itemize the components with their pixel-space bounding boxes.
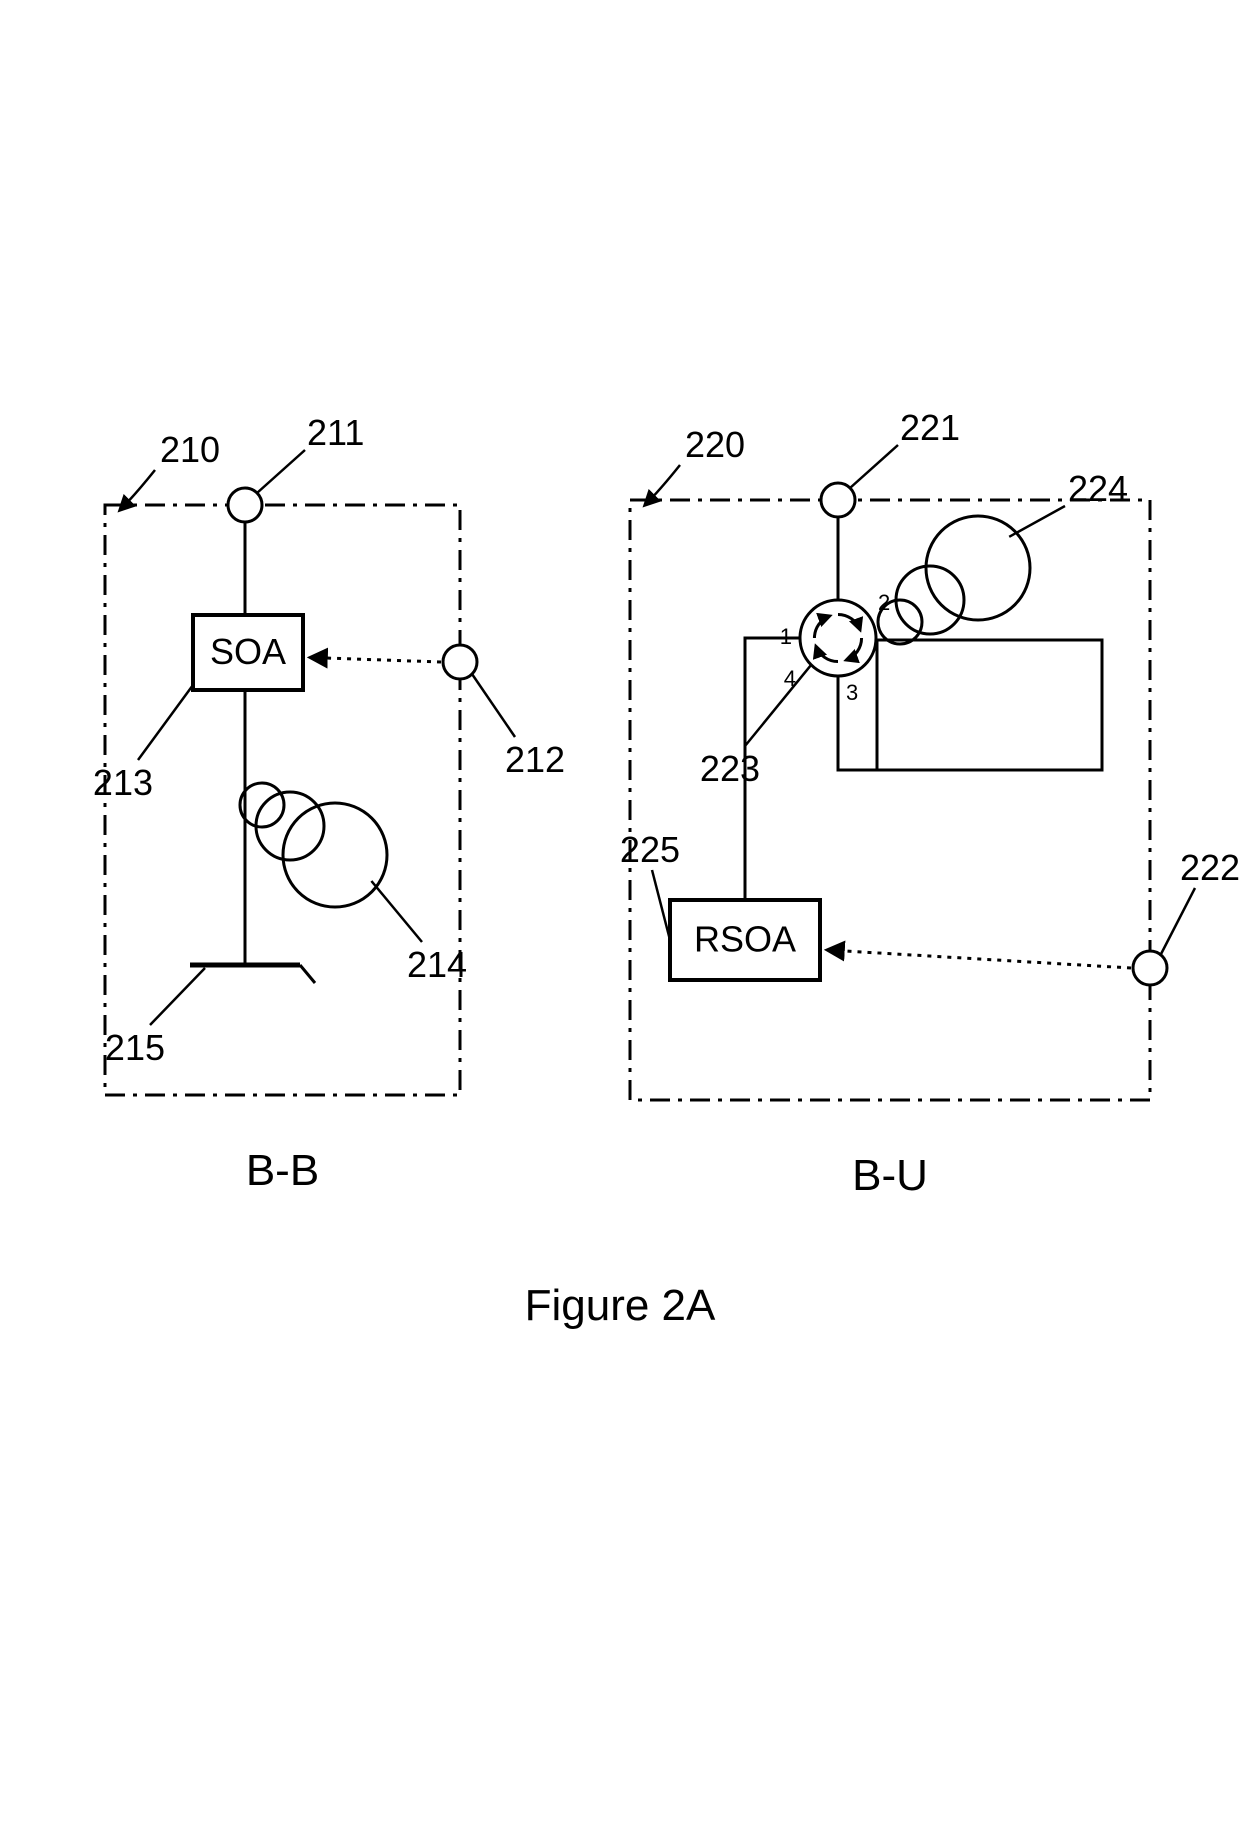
label-210: 210	[160, 429, 220, 470]
bu-fiber-coil	[878, 516, 1030, 644]
leader-225	[652, 870, 670, 940]
label-221: 221	[900, 407, 960, 448]
circ-port-3: 3	[846, 680, 858, 705]
bu-control-link	[828, 950, 1131, 968]
bu-port-top	[821, 483, 855, 517]
label-220: 220	[685, 424, 745, 465]
leader-214	[371, 881, 422, 942]
figure-title: Figure 2A	[525, 1281, 716, 1330]
bb-sublabel: B-B	[246, 1146, 319, 1195]
label-214: 214	[407, 944, 467, 985]
bu-line-port3-4	[745, 638, 877, 900]
bu-port-right	[1133, 951, 1167, 985]
bb-port-top	[228, 488, 262, 522]
label-222: 222	[1180, 847, 1240, 888]
mirror	[190, 965, 315, 983]
leader-221	[850, 445, 898, 488]
label-212: 212	[505, 739, 565, 780]
circ-port-2: 2	[878, 590, 890, 615]
circulator: 1 2 3 4	[780, 590, 891, 705]
rsoa-text: RSOA	[694, 919, 796, 960]
label-223: 223	[700, 748, 760, 789]
block-bb: 210 SOA 211 212 213 214 215 B-B	[93, 412, 565, 1195]
circ-port-1: 1	[780, 624, 792, 649]
label-215: 215	[105, 1027, 165, 1068]
leader-212	[472, 674, 515, 737]
bu-sublabel: B-U	[852, 1151, 928, 1200]
block-bu: 220 1 2 3 4 RSOA 221 222 2	[620, 407, 1240, 1200]
label-211: 211	[307, 412, 364, 453]
bb-fiber-coil	[240, 783, 387, 907]
figure-2a: 210 SOA 211 212 213 214 215 B-B	[0, 0, 1240, 1845]
soa-text: SOA	[210, 631, 286, 672]
bb-port-right	[443, 645, 477, 679]
label-213: 213	[93, 762, 153, 803]
leader-215	[150, 968, 205, 1025]
label-225: 225	[620, 829, 680, 870]
label-224: 224	[1068, 468, 1128, 509]
leader-224	[1009, 506, 1065, 537]
leader-223	[745, 665, 811, 746]
leader-213	[138, 685, 193, 760]
leader-222	[1160, 888, 1195, 956]
bu-delay-box	[877, 640, 1102, 770]
bb-control-link	[311, 658, 441, 663]
leader-211	[257, 450, 305, 493]
